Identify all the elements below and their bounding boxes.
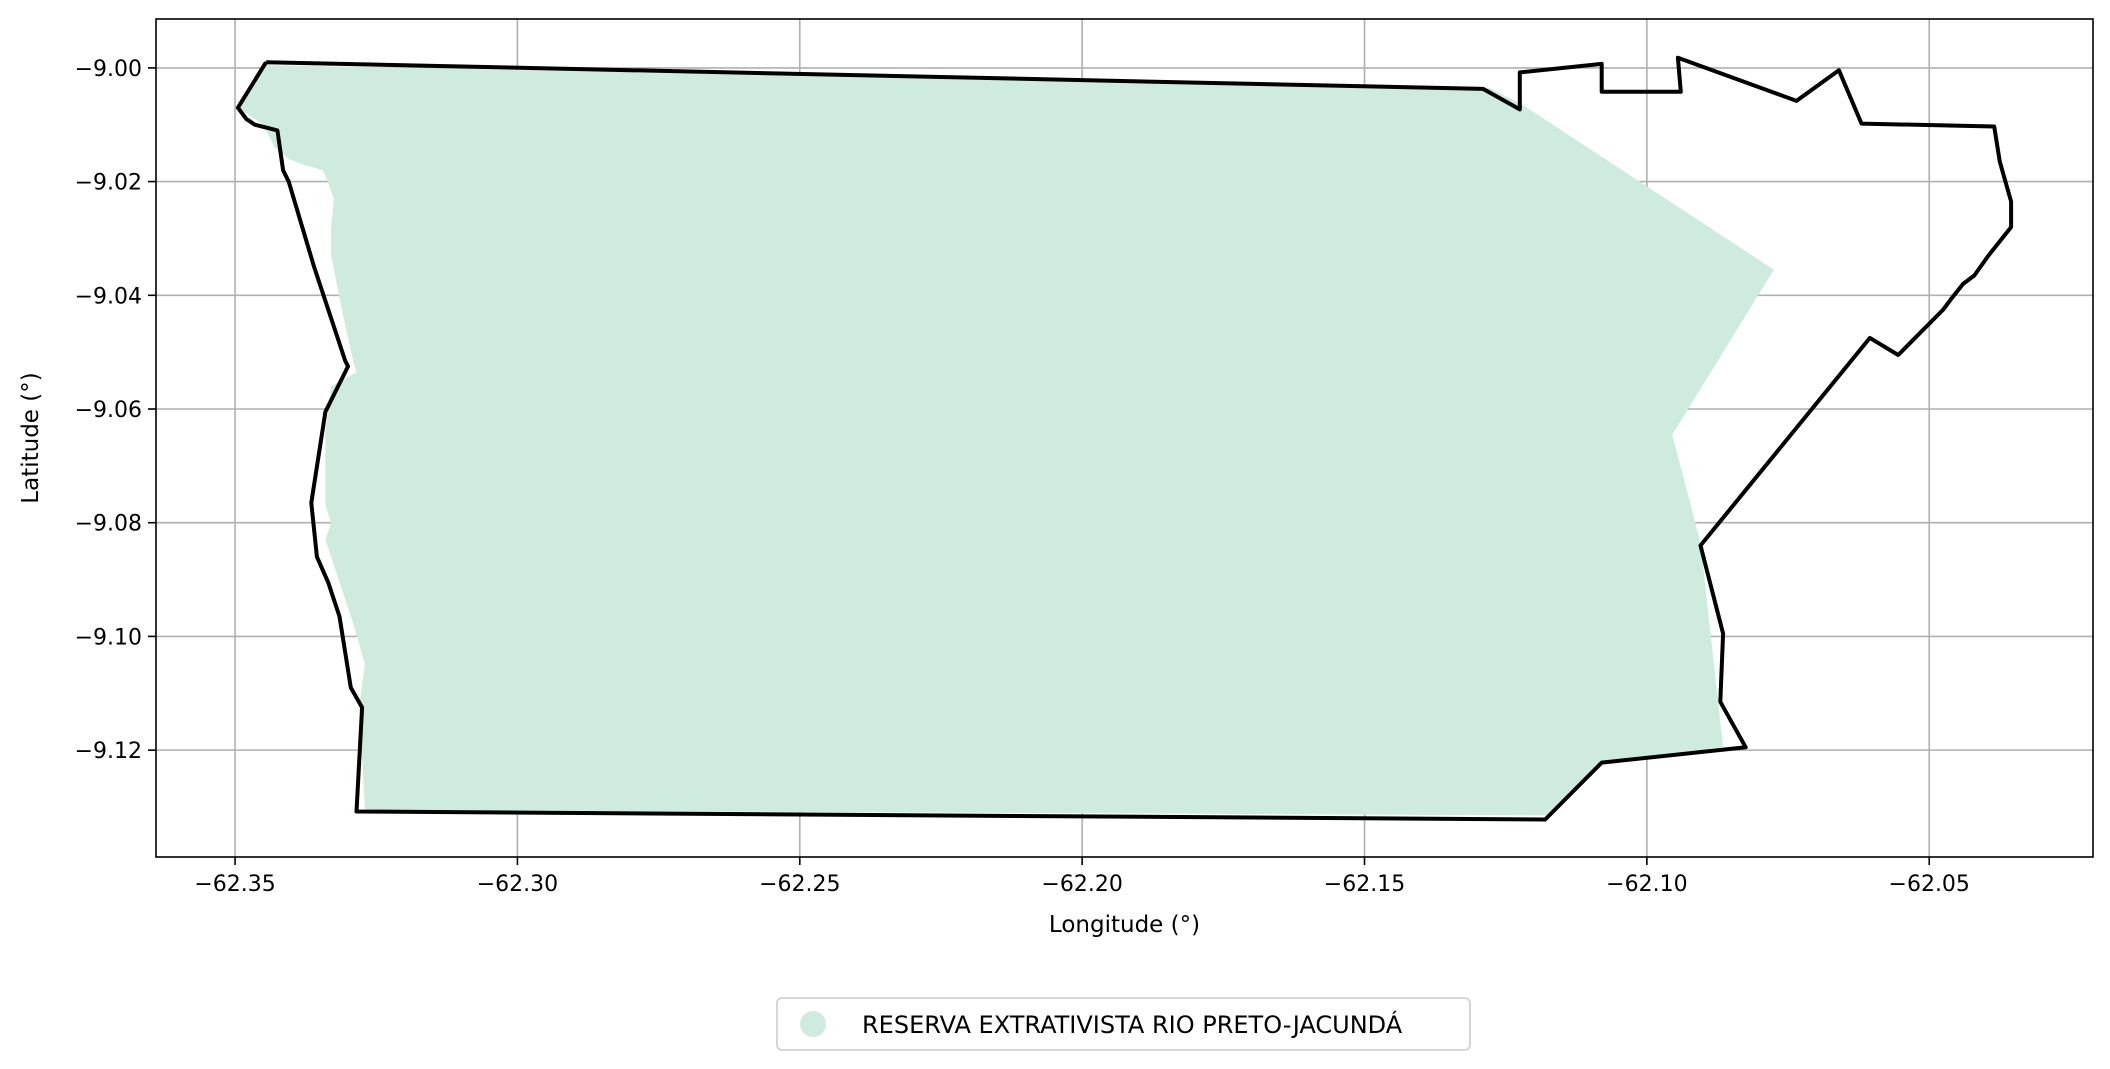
x-tick-label-0: −62.35 <box>194 872 275 897</box>
y-tick-label-1: −9.02 <box>75 171 142 196</box>
y-tick-label-4: −9.08 <box>75 512 142 537</box>
x-axis-label: Longitude (°) <box>1049 912 1200 938</box>
y-tick-label-0: −9.00 <box>75 57 142 82</box>
x-tick-label-1: −62.30 <box>477 872 558 897</box>
x-tick-label-5: −62.10 <box>1606 872 1687 897</box>
y-tick-label-2: −9.04 <box>75 284 142 309</box>
x-tick-label-3: −62.20 <box>1041 872 1122 897</box>
legend-box <box>776 997 1471 1051</box>
x-tick-label-6: −62.05 <box>1889 872 1970 897</box>
y-tick-label-3: −9.06 <box>75 398 142 423</box>
legend-label: RESERVA EXTRATIVISTA RIO PRETO-JACUNDÁ <box>862 1010 1403 1039</box>
legend-swatch <box>800 1011 826 1037</box>
y-tick-label-5: −9.10 <box>75 625 142 650</box>
y-axis: −9.00 −9.02 −9.04 −9.06 −9.08 −9.10 −9.12 <box>75 57 156 764</box>
y-tick-label-6: −9.12 <box>75 739 142 764</box>
reserve-boundary-outline <box>235 55 2014 822</box>
x-axis: −62.35 −62.30 −62.25 −62.20 −62.15 −62.10 −62.… <box>194 857 1970 897</box>
reserve-filled-area <box>237 65 1774 816</box>
x-tick-label-2: −62.25 <box>759 872 840 897</box>
x-tick-label-4: −62.15 <box>1324 872 1405 897</box>
y-axis-label: Latitude (°) <box>18 372 44 503</box>
plot-frame <box>155 18 2094 858</box>
legend: RESERVA EXTRATIVISTA RIO PRETO-JACUNDÁ <box>776 997 1471 1051</box>
